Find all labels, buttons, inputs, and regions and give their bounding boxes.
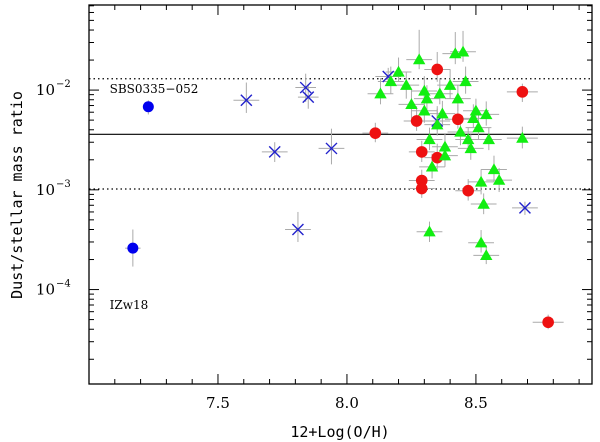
data-point-green-triangle	[464, 142, 477, 154]
data-point-green-triangle	[384, 75, 397, 87]
reference-lines	[89, 78, 592, 190]
data-point-green-triangle	[443, 78, 457, 90]
axis-ticks	[89, 5, 592, 384]
data-point-green-triangle	[474, 236, 488, 248]
data-point-green-triangle	[405, 98, 418, 109]
data-point-green-triangle	[400, 78, 413, 90]
y-tick-label: 10	[36, 181, 55, 199]
data-point-blue-cross	[302, 91, 315, 104]
annotation-label: SBS0335−052	[110, 82, 199, 96]
annotations: SBS0335−052 IZw18	[110, 82, 199, 312]
x-tick-label: 8.0	[335, 394, 359, 412]
data-point-blue-cross	[299, 81, 312, 94]
data-point-green-triangle	[477, 197, 490, 209]
cross-stroke	[302, 91, 315, 104]
data-point-green-triangle	[436, 107, 449, 119]
y-tick-exponent: −2	[56, 79, 71, 90]
data-point-green-triangle	[472, 121, 485, 133]
data-point-green-triangle	[480, 249, 493, 261]
data-point-green-triangle	[438, 149, 452, 161]
data-point-green-triangle	[423, 133, 436, 145]
data-point-green-triangle	[487, 163, 501, 175]
data-point-blue-cross	[240, 94, 253, 107]
data-point-blue-cross	[268, 145, 281, 158]
data-point-blue-cross	[325, 142, 338, 155]
data-point-blue-circle	[127, 242, 139, 254]
data-point-green-triangle	[516, 131, 529, 143]
y-tick-label: 10	[36, 281, 55, 299]
data-point-green-triangle	[433, 87, 447, 99]
x-tick-label: 7.5	[206, 394, 230, 412]
cross-stroke	[382, 70, 395, 83]
data-point-red-circle	[431, 63, 444, 76]
data-point-green-triangle	[425, 160, 439, 172]
cross-stroke	[291, 223, 304, 236]
y-tick-label: 10	[36, 81, 55, 99]
data-point-red-circle	[462, 184, 474, 197]
x-axis-label: 12+Log(O/H)	[290, 423, 389, 441]
data-point-red-circle	[410, 115, 423, 127]
data-point-green-triangle	[412, 53, 426, 65]
data-markers	[127, 45, 554, 329]
data-point-green-triangle	[431, 118, 444, 130]
data-point-green-triangle	[438, 140, 452, 152]
data-point-green-triangle	[418, 104, 431, 116]
data-point-green-triangle	[474, 175, 488, 187]
data-point-green-triangle	[392, 65, 405, 77]
y-tick-exponent: −4	[56, 279, 71, 290]
data-point-green-triangle	[482, 133, 496, 145]
data-point-green-triangle	[492, 173, 506, 185]
cross-stroke	[240, 94, 253, 107]
data-point-green-triangle	[459, 75, 472, 87]
data-point-green-triangle	[461, 133, 475, 145]
data-point-red-circle	[516, 86, 529, 98]
data-point-red-circle	[452, 113, 464, 126]
data-point-green-triangle	[420, 92, 434, 104]
cross-stroke	[268, 145, 281, 158]
data-point-red-circle	[542, 316, 554, 329]
axis-tick-labels: 7.5 8.0 8.510−410−310−2	[36, 79, 488, 412]
data-point-green-triangle	[467, 112, 480, 124]
cross-stroke	[518, 201, 531, 214]
data-point-red-circle	[369, 127, 382, 139]
data-point-green-triangle	[456, 45, 470, 57]
data-point-green-triangle	[423, 225, 436, 237]
data-point-blue-circle	[142, 101, 154, 113]
data-point-red-circle	[415, 146, 428, 158]
data-point-red-circle	[415, 174, 428, 187]
data-point-red-circle	[431, 151, 444, 164]
data-point-green-triangle	[418, 84, 431, 96]
plot-frame	[88, 4, 593, 385]
y-axis-label: Dust/stellar mass ratio	[8, 91, 26, 299]
data-point-green-triangle	[480, 108, 493, 120]
data-point-blue-cross	[518, 201, 531, 214]
annotation-label: IZw18	[110, 298, 149, 312]
data-point-green-triangle	[374, 87, 387, 99]
data-point-green-triangle	[451, 92, 465, 104]
data-point-red-circle	[415, 182, 428, 195]
cross-stroke	[325, 142, 338, 155]
data-point-green-triangle	[469, 104, 483, 116]
data-point-blue-cross	[291, 223, 304, 236]
data-point-green-triangle	[454, 125, 467, 137]
cross-stroke	[299, 81, 312, 94]
x-tick-label: 8.5	[464, 394, 488, 412]
y-tick-exponent: −3	[56, 179, 71, 190]
